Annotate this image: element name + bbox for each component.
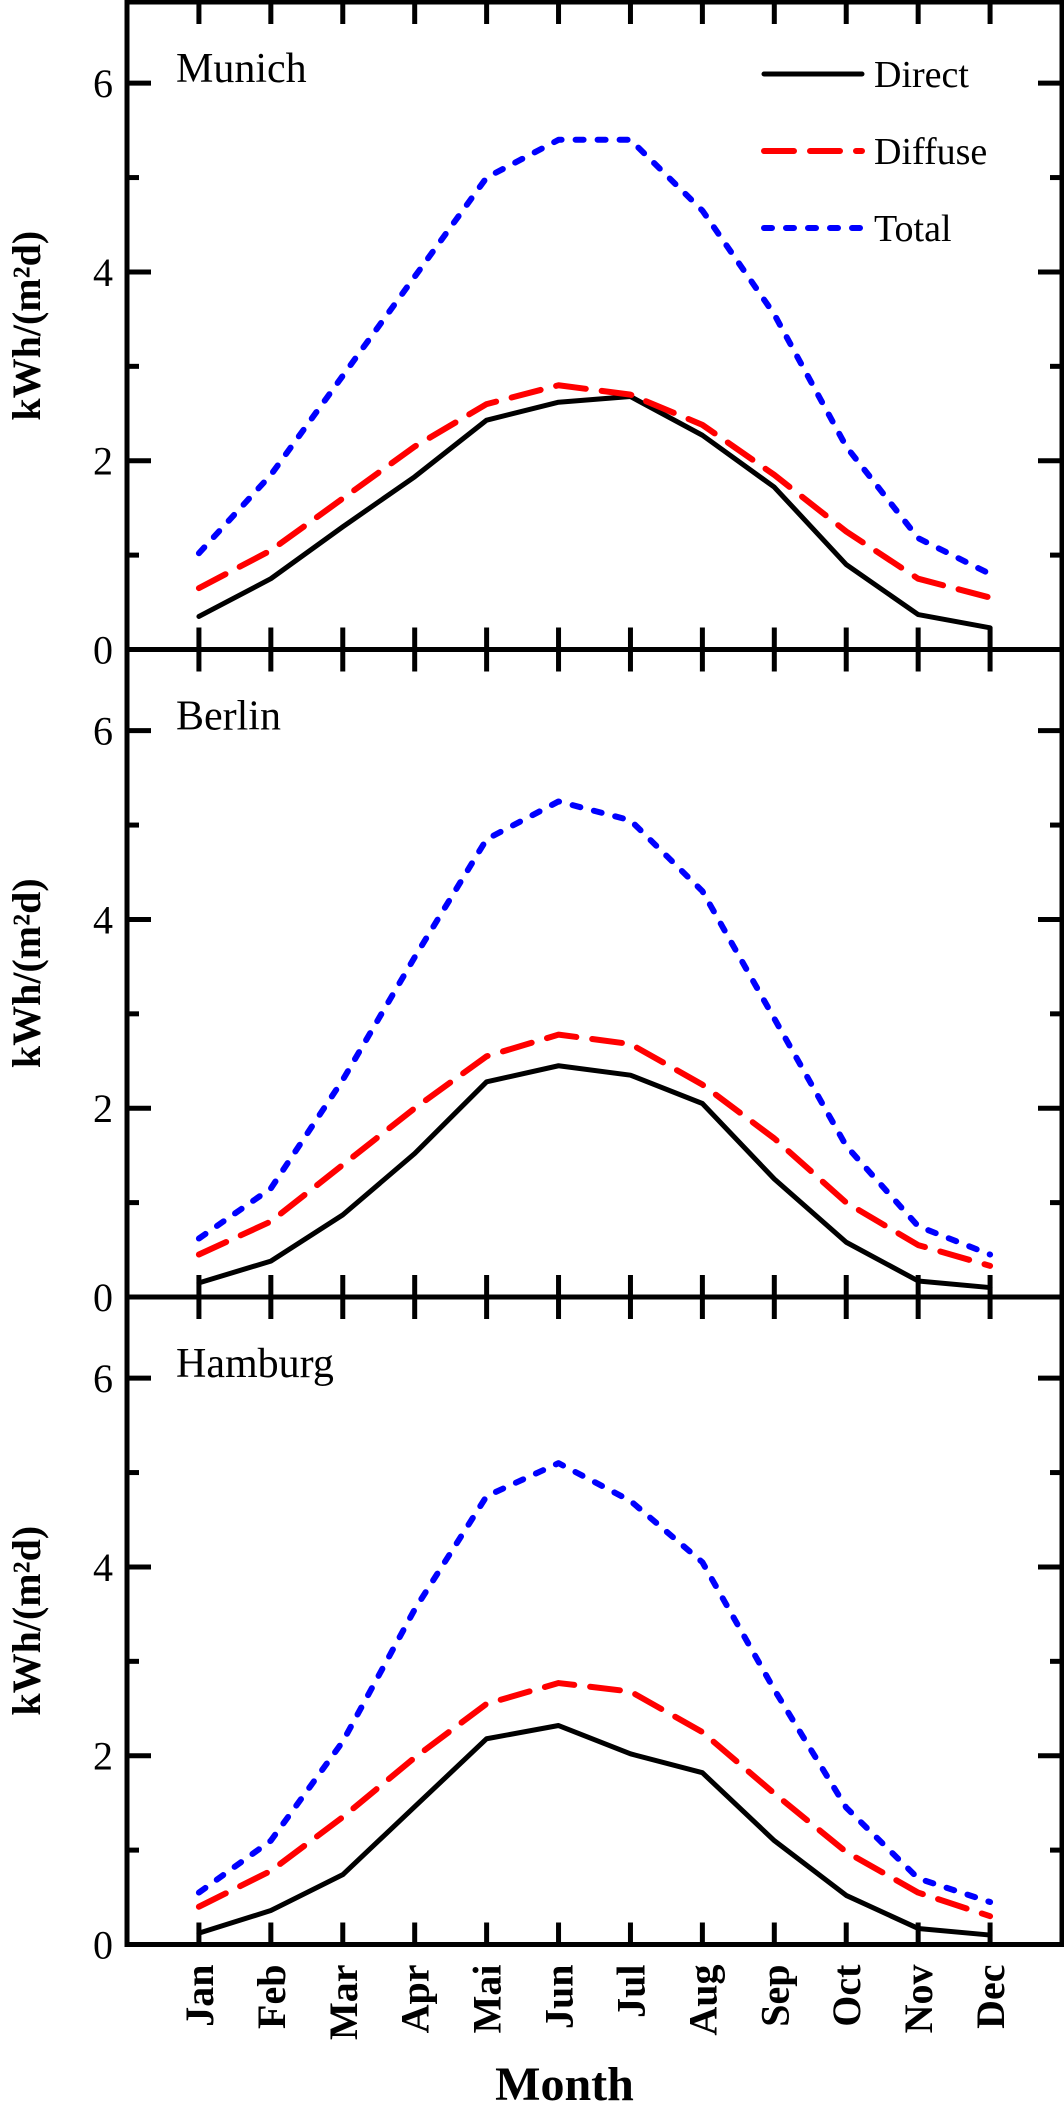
y-tick-label: 0 — [93, 1923, 113, 1968]
y-tick-label: 4 — [93, 897, 113, 942]
x-tick-label: Jan — [177, 1965, 222, 2027]
y-tick-label: 4 — [93, 1545, 113, 1590]
series-line-solid — [196, 1063, 993, 1291]
series-line-dotted — [195, 798, 994, 1258]
panel-berlin: 0 2 4 6 Berlin kWh/(m²d) — [4, 647, 1064, 1320]
y-tick-label: 4 — [93, 250, 113, 295]
series-line-direct — [196, 394, 993, 631]
x-tick-label: Aug — [680, 1965, 725, 2036]
series-line-solid — [196, 1723, 993, 1938]
series-line-dashed — [195, 1031, 994, 1269]
panel-title: Munich — [176, 46, 307, 92]
x-axis-label: Month — [495, 2058, 634, 2111]
x-tick-label: Mai — [465, 1965, 510, 2034]
x-tick-label: Oct — [824, 1964, 869, 2027]
x-tick-label: Mar — [321, 1965, 366, 2041]
legend-label: Total — [874, 208, 952, 250]
panel-title: Berlin — [176, 694, 281, 740]
y-tick-label: 0 — [93, 1275, 113, 1320]
y-tick-label: 0 — [93, 628, 113, 673]
series-line-diffuse — [195, 382, 994, 601]
x-tick-label: Jul — [608, 1965, 653, 2018]
x-tick-label: Jun — [537, 1965, 582, 2030]
y-tick-label: 6 — [93, 61, 113, 106]
panel-hamburg: 0 2 4 6 Hamburg kWh/(m²d) Jan Feb Mar Apr Mai Jun Ju… — [4, 1294, 1064, 2111]
y-axis-label: kWh/(m²d) — [4, 878, 49, 1068]
panel-title: Hamburg — [176, 1341, 334, 1387]
x-tick-label: Apr — [393, 1965, 438, 2034]
series-line-total — [195, 136, 994, 577]
y-tick-label: 2 — [93, 1086, 113, 1131]
x-tick-label: Nov — [896, 1965, 941, 2034]
y-tick-label: 6 — [93, 1356, 113, 1401]
series-line-dotted — [195, 1460, 994, 1906]
panel-munich: 0 2 4 6 Munich kWh/(m²d) Direct Diffuse Total — [4, 0, 1064, 673]
series-line-dashed — [195, 1680, 994, 1920]
y-axis-label: kWh/(m²d) — [4, 231, 49, 421]
legend-label: Direct — [874, 54, 969, 96]
y-tick-label: 6 — [93, 709, 113, 754]
plot-frame — [124, 1294, 1064, 1947]
y-tick-label: 2 — [93, 439, 113, 484]
x-tick-label: Sep — [752, 1965, 797, 2027]
plot-frame — [124, 647, 1064, 1300]
y-tick-label: 2 — [93, 1734, 113, 1779]
y-axis-label: kWh/(m²d) — [4, 1526, 49, 1716]
x-tick-label: Feb — [249, 1965, 294, 2029]
x-tick-label: Dec — [968, 1965, 1013, 2029]
legend-label: Diffuse — [874, 131, 987, 173]
